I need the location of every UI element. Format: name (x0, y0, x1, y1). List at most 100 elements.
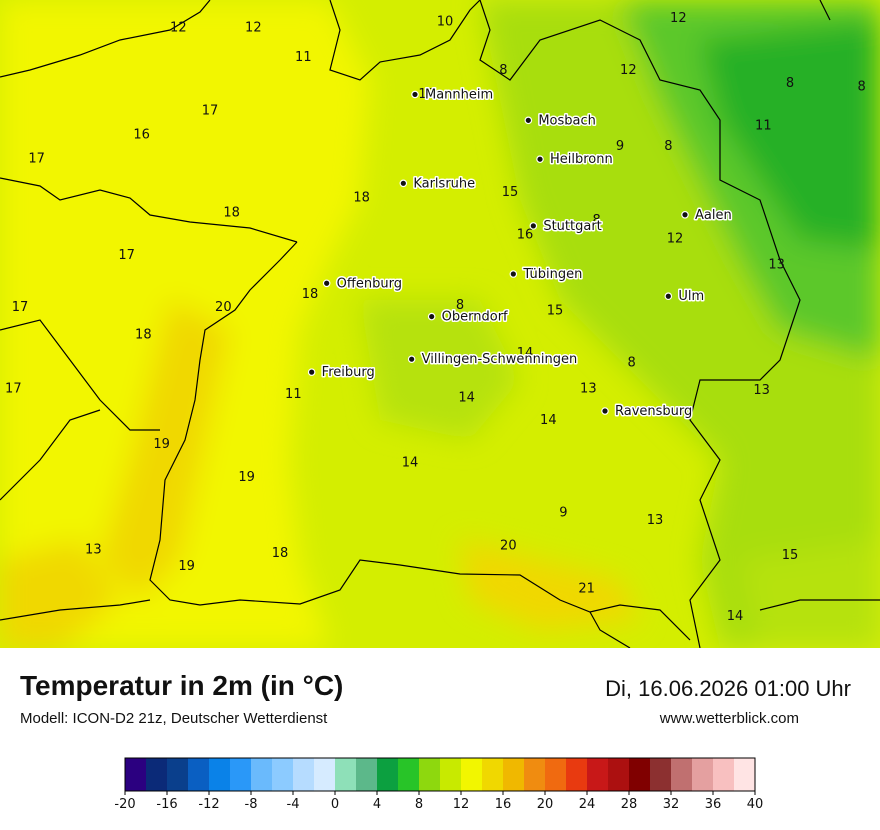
map-title: Temperatur in 2m (in °C) (20, 670, 344, 701)
temperature-field (0, 0, 880, 648)
temperature-value: 8 (664, 139, 672, 154)
city-dot (407, 355, 416, 363)
legend-swatch (251, 758, 273, 791)
legend-tick-label: 4 (373, 797, 381, 812)
city-markers: Mannheim Mosbach Heilbronn Karlsruhe Aalen St… (307, 86, 733, 421)
city-label: Villingen-Schwenningen (422, 352, 578, 367)
temperature-value: 13 (580, 381, 597, 396)
temperature-value: 12 (670, 11, 687, 26)
city-marker[interactable]: Mosbach (524, 112, 597, 130)
city-marker[interactable]: Stuttgart (529, 217, 603, 235)
legend-swatch (314, 758, 336, 791)
borders (0, 0, 880, 648)
temperature-value: 16 (133, 128, 150, 143)
temperature-value: 8 (786, 76, 794, 91)
city-marker[interactable]: Mannheim (411, 86, 495, 104)
legend-tick-label: -12 (198, 797, 219, 812)
city-marker[interactable]: Ulm (664, 288, 706, 306)
temperature-value: 14 (540, 413, 557, 428)
temperature-value: 12 (620, 63, 637, 78)
city-marker[interactable]: Villingen-Schwenningen (407, 351, 579, 369)
temperature-value: 18 (272, 546, 289, 561)
legend-tick-label: 20 (537, 797, 554, 812)
temperature-value: 11 (755, 118, 772, 133)
temperature-value: 18 (302, 287, 319, 302)
color-legend: -20 -16 -12 -8 -4 0 4 8 12 16 20 24 28 32 36 40 (100, 753, 780, 823)
legend-swatch (125, 758, 147, 791)
temperature-value: 16 (517, 228, 534, 243)
legend-swatch (356, 758, 378, 791)
legend-tick-label: -16 (156, 797, 177, 812)
city-marker[interactable]: Offenburg (322, 275, 403, 293)
legend-swatch (230, 758, 252, 791)
temperature-value: 14 (517, 346, 534, 361)
city-dot (509, 270, 518, 278)
legend-swatch (377, 758, 399, 791)
legend-tick-label: 32 (663, 797, 680, 812)
legend-swatch (671, 758, 693, 791)
temperature-value: 18 (353, 191, 370, 206)
temperature-map[interactable]: 12 12 10 12 11 8 12 8 8 10 17 16 11 9 8 17 15 18 18 8 16 12 17… (0, 0, 880, 648)
temperature-value: 17 (28, 152, 45, 167)
legend-tick-label: 0 (331, 797, 339, 812)
city-label: Heilbronn (550, 152, 613, 167)
city-dot (524, 116, 533, 125)
temperature-value: 14 (402, 455, 419, 470)
city-label: Aalen (695, 208, 732, 223)
legend-swatch (398, 758, 420, 791)
legend-swatch (209, 758, 231, 791)
city-label: Ravensburg (615, 404, 692, 419)
city-marker[interactable]: Heilbronn (536, 151, 614, 169)
temperature-value: 10 (418, 87, 435, 102)
legend-swatch (734, 758, 756, 791)
city-dot (427, 312, 436, 321)
temperature-value: 11 (285, 387, 302, 402)
temperature-value: 17 (118, 248, 135, 263)
city-marker[interactable]: Oberndorf (427, 308, 510, 326)
legend-swatch (293, 758, 315, 791)
city-marker[interactable]: Freiburg (307, 364, 376, 382)
legend-swatch (419, 758, 441, 791)
model-source: Modell: ICON-D2 21z, Deutscher Wetterdie… (20, 710, 328, 727)
city-label: Mosbach (538, 113, 596, 128)
temperature-value: 8 (858, 80, 866, 95)
temperature-value: 9 (559, 505, 567, 520)
city-marker[interactable]: Tübingen (509, 266, 584, 284)
temperature-value: 19 (178, 559, 195, 574)
city-dot (529, 222, 538, 230)
temperature-value: 9 (616, 139, 624, 154)
temperature-value: 8 (499, 63, 507, 78)
legend-tick-label: 16 (495, 797, 512, 812)
legend-swatch (167, 758, 189, 791)
temperature-value: 17 (5, 381, 22, 396)
temperature-value: 8 (593, 213, 601, 228)
legend-swatch (146, 758, 168, 791)
legend-tick-label: -4 (287, 797, 300, 812)
temperature-value: 13 (85, 542, 102, 557)
legend-tick-label: 40 (747, 797, 764, 812)
temperature-value: 20 (500, 539, 517, 554)
temperature-value: 15 (547, 304, 564, 319)
temperature-value: 13 (753, 383, 770, 398)
temperature-value: 12 (667, 231, 684, 246)
footer-panel: Temperatur in 2m (in °C) Modell: ICON-D2… (0, 648, 880, 830)
temperature-value: 8 (456, 298, 464, 313)
temperature-value: 13 (647, 513, 664, 528)
city-dot (664, 292, 673, 301)
city-label: Stuttgart (543, 219, 601, 234)
legend-swatch (524, 758, 546, 791)
city-dot (411, 90, 419, 99)
legend-swatch (272, 758, 294, 791)
website-link[interactable]: www.wetterblick.com (659, 710, 799, 727)
city-dot (536, 155, 544, 164)
legend-swatch (545, 758, 567, 791)
city-dot (681, 210, 689, 219)
city-marker[interactable]: Ravensburg (601, 403, 694, 421)
city-marker[interactable]: Aalen (681, 206, 733, 224)
forecast-datetime: Di, 16.06.2026 01:00 Uhr (605, 676, 851, 701)
city-marker[interactable]: Karlsruhe (399, 175, 477, 193)
temperature-value: 19 (153, 437, 170, 452)
legend-frame (124, 757, 756, 792)
temperature-value: 14 (458, 391, 475, 406)
legend-tick-label: 36 (705, 797, 722, 812)
